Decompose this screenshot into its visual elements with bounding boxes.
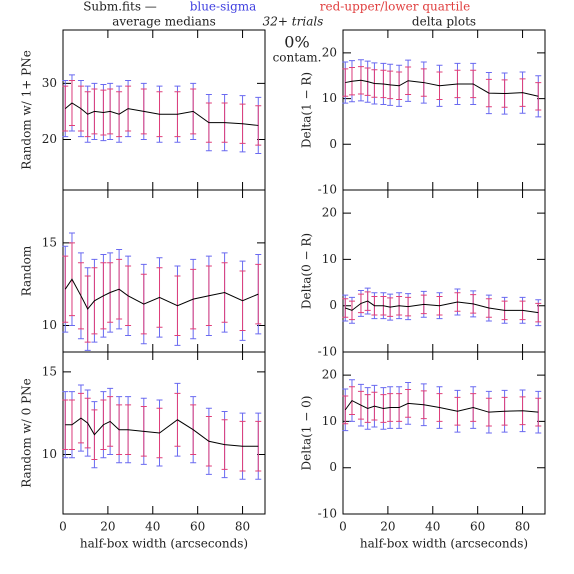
trials: 32+ trials bbox=[263, 15, 324, 29]
header-blue: blue-sigma bbox=[190, 0, 257, 14]
y-tick-label: 0 bbox=[329, 137, 337, 151]
panel-frame bbox=[62, 351, 266, 515]
y-tick-label: 10 bbox=[322, 252, 337, 266]
x-tick-label: 40 bbox=[145, 520, 160, 534]
panel-frame bbox=[342, 189, 546, 353]
quartile-error-bar bbox=[62, 85, 69, 132]
y-axis-label: Random w/ 0 PNe bbox=[20, 378, 34, 488]
contam-value: 0% bbox=[284, 33, 309, 52]
y-axis-label: Delta(1 − 0) bbox=[300, 396, 314, 471]
y-tick-label: 0 bbox=[329, 460, 337, 474]
quartile-error-bar bbox=[342, 68, 349, 97]
y-axis-label: Random bbox=[20, 245, 34, 296]
median-line bbox=[64, 102, 259, 126]
quartile-error-bar bbox=[342, 298, 349, 318]
panel-title: delta plots bbox=[412, 15, 476, 29]
y-tick-label: -10 bbox=[318, 507, 337, 521]
y-tick-label: 10 bbox=[322, 414, 337, 428]
median-line bbox=[344, 399, 539, 413]
x-tick-label: 0 bbox=[59, 520, 67, 534]
x-axis-label: half-box width (arcseconds) bbox=[80, 537, 248, 551]
panel-frame bbox=[62, 29, 266, 191]
median-line bbox=[64, 278, 259, 310]
y-tick-label: 15 bbox=[42, 364, 57, 378]
y-tick-label: 15 bbox=[42, 235, 57, 249]
x-tick-label: 20 bbox=[100, 520, 115, 534]
y-axis-label: Delta(1 − R) bbox=[300, 72, 314, 148]
y-axis-label: Random w/ 1+ PNe bbox=[20, 50, 34, 170]
panel-frame bbox=[342, 29, 546, 191]
quartile-error-bar bbox=[62, 399, 69, 451]
y-tick-label: 10 bbox=[322, 91, 337, 105]
x-tick-label: 20 bbox=[380, 520, 395, 534]
y-tick-label: 20 bbox=[42, 132, 57, 146]
y-axis-label: Delta(0 − R) bbox=[300, 233, 314, 309]
y-tick-label: -10 bbox=[318, 183, 337, 197]
y-tick-label: 10 bbox=[42, 447, 57, 461]
quartile-error-bar bbox=[255, 105, 262, 146]
quartile-error-bar bbox=[535, 397, 542, 427]
quartile-error-bar bbox=[255, 420, 262, 472]
quartile-error-bar bbox=[535, 302, 542, 323]
median-line bbox=[345, 300, 539, 314]
contam-label: contam. bbox=[273, 51, 322, 65]
quartile-error-bar bbox=[342, 395, 349, 425]
x-tick-label: 0 bbox=[339, 520, 347, 534]
y-tick-label: 0 bbox=[329, 298, 337, 312]
header-file: Subm.fits — bbox=[83, 0, 157, 14]
quartile-error-bar bbox=[535, 82, 542, 111]
y-tick-label: 20 bbox=[322, 45, 337, 59]
median-line bbox=[65, 417, 259, 447]
x-tick-label: 40 bbox=[425, 520, 440, 534]
y-tick-label: 20 bbox=[322, 206, 337, 220]
y-tick-label: 30 bbox=[42, 76, 57, 90]
x-axis-label: half-box width (arcseconds) bbox=[360, 537, 528, 551]
x-tick-label: 60 bbox=[190, 520, 205, 534]
x-tick-label: 80 bbox=[515, 520, 530, 534]
y-tick-label: -10 bbox=[318, 345, 337, 359]
quartile-error-bar bbox=[255, 263, 262, 325]
y-tick-label: 10 bbox=[42, 318, 57, 332]
panel-frame bbox=[342, 351, 546, 515]
header-red: red-upper/lower quartile bbox=[320, 0, 470, 14]
median-line bbox=[345, 79, 539, 97]
y-tick-label: 20 bbox=[322, 368, 337, 382]
x-tick-label: 80 bbox=[235, 520, 250, 534]
panel-frame bbox=[62, 189, 266, 353]
panel-title: average medians bbox=[112, 15, 216, 29]
x-tick-label: 60 bbox=[470, 520, 485, 534]
